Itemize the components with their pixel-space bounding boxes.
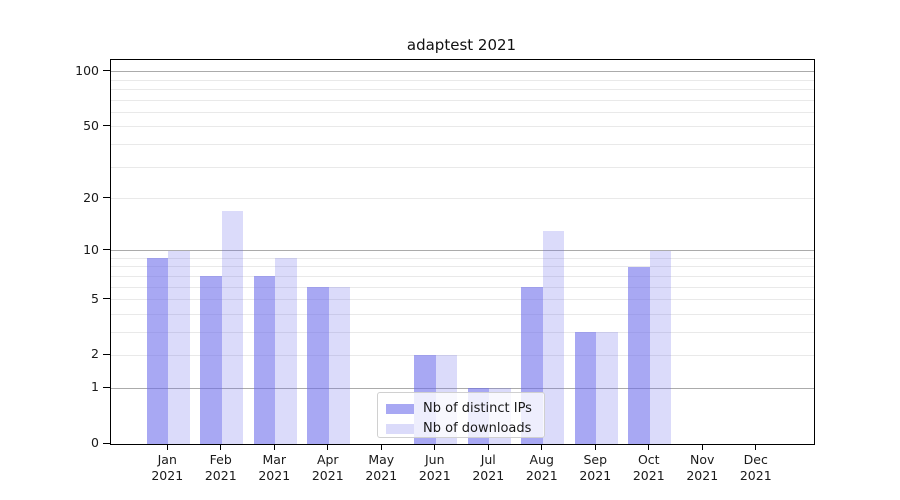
x-tick-label-feb-2021: Feb 2021 — [204, 452, 237, 483]
gridline-minor-80 — [111, 89, 814, 91]
x-tick-9 — [594, 444, 596, 450]
legend-item-downloads: Nb of downloads — [386, 419, 544, 439]
gridline-minor-20 — [111, 198, 814, 199]
gridline-minor-40 — [111, 144, 814, 146]
x-tick-label-mar-2021: Mar 2021 — [258, 452, 291, 483]
legend-item-distinct-ips: Nb of distinct IPs — [386, 399, 544, 419]
bar-downloads-oct-2021 — [649, 250, 672, 444]
gridline-minor-8 — [111, 266, 814, 268]
bar-distinct-ips-feb-2021 — [200, 276, 222, 444]
x-tick-label-dec-2021: Dec 2021 — [739, 452, 772, 483]
bar-downloads-jan-2021 — [168, 250, 190, 444]
y-tick-100 — [103, 70, 110, 72]
y-tick-label-20: 20 — [83, 189, 99, 205]
y-tick-10 — [103, 249, 110, 251]
gridline-minor-7 — [111, 275, 814, 277]
x-tick-12 — [755, 444, 757, 450]
y-tick-label-0: 0 — [91, 435, 99, 450]
y-tick-label-50: 50 — [83, 117, 99, 133]
gridline-minor-9 — [111, 257, 814, 259]
x-tick-label-jul-2021: Jul 2021 — [472, 452, 505, 483]
bar-downloads-sep-2021 — [596, 332, 618, 444]
x-tick-label-jun-2021: Jun 2021 — [418, 452, 451, 483]
legend: Nb of distinct IPs Nb of downloads — [377, 392, 545, 438]
bar-downloads-apr-2021 — [328, 287, 351, 444]
y-tick-label-5: 5 — [91, 290, 99, 306]
x-tick-label-jan-2021: Jan 2021 — [151, 452, 184, 483]
x-tick-2 — [220, 444, 222, 450]
x-tick-8 — [541, 444, 543, 450]
gridline-minor-4 — [111, 313, 814, 315]
x-tick-label-nov-2021: Nov 2021 — [686, 452, 719, 483]
legend-swatch-distinct-ips-icon — [386, 404, 414, 414]
y-tick-0 — [103, 442, 110, 444]
y-tick-5 — [103, 298, 110, 300]
bar-downloads-aug-2021 — [542, 231, 565, 444]
y-tick-label-2: 2 — [91, 346, 99, 362]
x-tick-label-may-2021: May 2021 — [365, 452, 398, 483]
legend-label-distinct-ips: Nb of distinct IPs — [423, 401, 532, 416]
plot-area — [110, 59, 815, 445]
y-tick-label-100: 100 — [75, 62, 99, 78]
gridline-minor-6 — [111, 286, 814, 288]
x-tick-11 — [701, 444, 703, 450]
y-tick-50 — [103, 125, 110, 127]
x-tick-label-aug-2021: Aug 2021 — [525, 452, 558, 483]
x-tick-10 — [648, 444, 650, 450]
gridline-minor-90 — [111, 79, 814, 81]
gridline-major-1 — [111, 387, 814, 389]
gridline-major-100 — [111, 71, 814, 73]
bar-distinct-ips-apr-2021 — [307, 287, 329, 444]
bar-distinct-ips-jan-2021 — [146, 258, 169, 444]
gridline-minor-30 — [111, 166, 814, 168]
y-tick-2 — [103, 353, 110, 355]
bar-distinct-ips-sep-2021 — [574, 332, 597, 444]
y-tick-label-1: 1 — [91, 379, 99, 395]
bar-downloads-feb-2021 — [221, 210, 244, 444]
legend-label-downloads: Nb of downloads — [423, 421, 532, 436]
gridline-minor-70 — [111, 99, 814, 101]
bar-downloads-mar-2021 — [275, 258, 297, 444]
bar-distinct-ips-oct-2021 — [628, 266, 650, 444]
legend-swatch-downloads-icon — [386, 424, 414, 434]
x-tick-1 — [166, 444, 168, 450]
x-tick-3 — [273, 444, 275, 450]
gridline-major-10 — [111, 250, 814, 252]
x-tick-7 — [487, 444, 489, 450]
y-tick-label-10: 10 — [83, 241, 99, 257]
y-tick-1 — [103, 386, 110, 388]
x-tick-6 — [434, 444, 436, 450]
gridline-minor-2 — [111, 354, 814, 356]
bar-distinct-ips-mar-2021 — [253, 276, 276, 444]
gridline-minor-60 — [111, 112, 814, 114]
gridline-minor-3 — [111, 331, 814, 333]
x-tick-label-apr-2021: Apr 2021 — [311, 452, 344, 483]
x-tick-label-sep-2021: Sep 2021 — [579, 452, 612, 483]
gridline-minor-5 — [111, 299, 814, 301]
gridline-minor-50 — [111, 126, 814, 128]
x-tick-label-oct-2021: Oct 2021 — [632, 452, 665, 483]
chart-title: adaptest 2021 — [406, 36, 517, 54]
x-tick-5 — [380, 444, 382, 450]
y-tick-20 — [103, 197, 110, 198]
x-tick-4 — [327, 444, 329, 450]
